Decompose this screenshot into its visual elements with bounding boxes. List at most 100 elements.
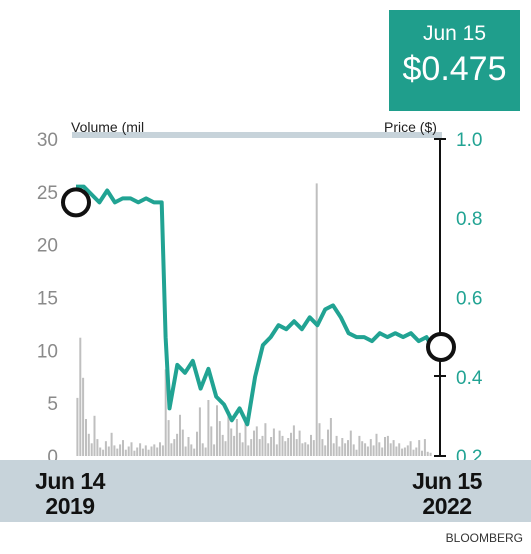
left-axis-tick: 0	[47, 447, 58, 468]
left-axis-title: Volume (mil	[71, 119, 145, 135]
volume-bar	[82, 377, 85, 456]
volume-bar	[332, 443, 335, 456]
right-axis-tick: 1.0	[456, 130, 482, 151]
start-price-marker	[61, 187, 91, 218]
volume-bar	[310, 434, 312, 456]
volume-bar	[406, 445, 409, 456]
volume-bar	[159, 442, 161, 456]
left-axis-tick: 5	[47, 394, 58, 415]
volume-bar	[352, 444, 355, 456]
volume-bar	[307, 444, 310, 456]
volume-bar	[250, 439, 253, 456]
left-axis-tick: 30	[37, 130, 58, 151]
volume-bar	[398, 443, 401, 456]
volume-bar	[381, 447, 384, 456]
volume-bar	[238, 432, 241, 456]
volume-bar	[104, 441, 107, 456]
volume-bar	[198, 407, 201, 456]
volume-bar	[230, 428, 233, 456]
volume-bar	[281, 435, 284, 456]
volume-bar	[287, 438, 290, 456]
volume-bar	[144, 445, 147, 456]
volume-bar	[349, 430, 352, 456]
volume-bar	[429, 452, 432, 456]
volume-bar	[136, 447, 139, 456]
volume-bar	[366, 446, 369, 456]
volume-bar	[224, 441, 227, 456]
volume-bar	[403, 447, 406, 456]
volume-bar	[167, 420, 170, 456]
left-axis-tick: 20	[37, 236, 58, 257]
volume-bar	[130, 442, 133, 456]
volume-bar	[170, 443, 173, 456]
volume-bar	[378, 442, 381, 456]
volume-bar	[213, 444, 216, 456]
volume-bar	[375, 433, 378, 456]
volume-bar	[107, 446, 110, 456]
volume-bar	[150, 446, 153, 456]
volume-bar	[395, 446, 398, 456]
right-axis-tick: 0.6	[456, 289, 482, 310]
end-date-label: Jun 15 2022	[405, 469, 489, 519]
volume-bar	[184, 446, 187, 456]
volume-bar	[227, 412, 230, 456]
volume-bar	[258, 439, 261, 456]
volume-bar	[179, 414, 181, 456]
volume-bar	[315, 183, 318, 456]
volume-bar	[304, 442, 307, 456]
volume-bar	[384, 437, 386, 456]
right-axis-ticks: 1.00.80.60.40.2	[456, 130, 483, 468]
volume-bar	[341, 438, 344, 456]
volume-bar	[386, 435, 389, 456]
right-axis-tick: 0.8	[456, 209, 482, 230]
volume-bar	[318, 423, 321, 456]
volume-bar	[99, 447, 102, 456]
volume-bar	[312, 440, 315, 456]
volume-bar	[233, 435, 236, 456]
volume-bar	[338, 446, 341, 456]
volume-bars	[76, 183, 432, 456]
volume-bar	[173, 439, 176, 456]
volume-bar	[421, 450, 423, 456]
volume-bar	[247, 445, 250, 456]
start-date-day: Jun 14	[35, 468, 105, 494]
volume-bar	[122, 440, 124, 456]
volume-bar	[85, 419, 87, 456]
end-price-marker	[426, 332, 456, 362]
volume-bar	[355, 449, 358, 456]
volume-bar	[295, 439, 298, 456]
volume-bar	[275, 444, 278, 456]
volume-bar	[321, 439, 324, 456]
callout-price: $0.475	[402, 50, 507, 88]
volume-bar	[141, 448, 144, 456]
volume-bar	[93, 415, 96, 456]
volume-bar	[76, 397, 79, 456]
top-rule	[72, 132, 442, 138]
volume-bar	[278, 430, 281, 456]
source-credit: BLOOMBERG	[445, 531, 523, 545]
volume-bar	[415, 447, 418, 456]
start-date-year: 2019	[45, 493, 95, 519]
volume-bar	[164, 369, 167, 456]
volume-bar	[412, 449, 415, 456]
right-axis-title: Price ($)	[384, 119, 437, 135]
volume-bar	[193, 448, 196, 456]
latest-price-callout: Jun 15 $0.475	[389, 10, 520, 111]
volume-bar	[181, 429, 184, 456]
volume-bar	[344, 443, 347, 456]
volume-bar	[201, 443, 204, 456]
volume-bar	[253, 430, 255, 456]
end-date-day: Jun 15	[412, 468, 482, 494]
end-date-year: 2022	[422, 493, 472, 519]
volume-bar	[90, 443, 93, 456]
volume-bar	[210, 426, 213, 456]
volume-bar	[369, 439, 372, 456]
volume-bar	[372, 445, 375, 456]
volume-bar	[284, 441, 287, 456]
start-date-label: Jun 14 2019	[28, 469, 112, 519]
volume-bar	[96, 439, 99, 456]
volume-bar	[401, 448, 404, 456]
volume-bar	[270, 437, 273, 456]
volume-bar	[110, 432, 113, 456]
volume-bar	[156, 447, 159, 456]
